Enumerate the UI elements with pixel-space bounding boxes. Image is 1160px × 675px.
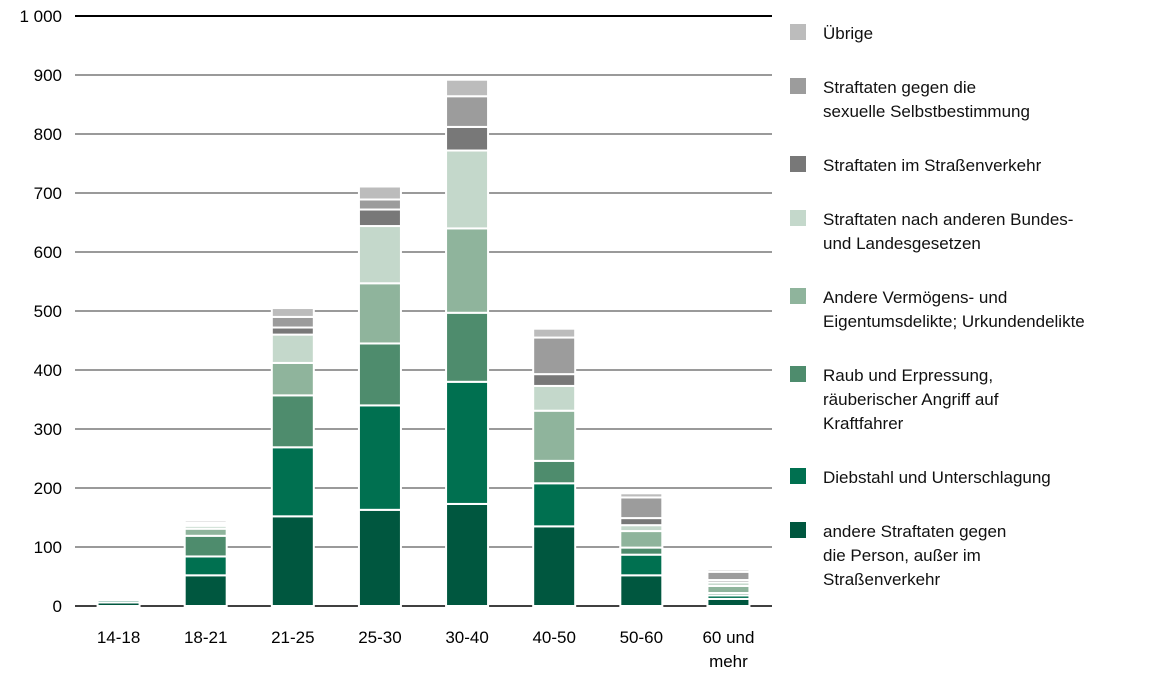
legend-label: Übrige [823,24,873,43]
legend-swatch [790,156,806,172]
bar-segment [532,482,577,528]
x-tick-label: 14-18 [97,628,140,647]
bar-segment [532,525,577,607]
x-tick-label: 60 und mehr [702,628,754,671]
legend-label: Raub und Erpressung, räuberischer Angriff… [823,366,999,433]
bar-segment [445,95,490,128]
bar-segment [183,555,228,577]
bar-segment [357,404,402,511]
y-axis: 0 100 200 300 400 500 600 700 800 900 1 000 [19,7,62,616]
bar-segment [357,508,402,607]
bar-segment [270,307,315,318]
bar-segment [270,333,315,364]
y-tick-label: 400 [34,361,62,380]
legend-label: Andere Vermögens- und Eigentumsdelikte; U… [823,288,1085,331]
y-tick-label: 1 000 [19,7,62,26]
legend-label: Straftaten im Straßenverkehr [823,156,1042,175]
bar-segment [706,570,751,582]
legend-swatch [790,288,806,304]
bar-segment [706,584,751,595]
gridlines [75,15,772,607]
legend-swatch [790,78,806,94]
y-tick-label: 600 [34,243,62,262]
bar-segment [183,534,228,558]
bar-segment [270,361,315,397]
bar-segment [96,593,141,597]
y-tick-label: 300 [34,420,62,439]
bar-segment [445,125,490,152]
bar-segment [445,502,490,607]
bar-segment [619,553,664,577]
x-tick-label: 25-30 [358,628,401,647]
bar-segment [619,517,664,527]
bar-segment [183,574,228,608]
y-tick-label: 100 [34,538,62,557]
bar-segment [619,546,664,556]
legend-label: Diebstahl und Unterschlagung [823,468,1051,487]
bar-segment [532,373,577,387]
x-tick-label: 18-21 [184,628,227,647]
bar-segment [357,198,402,211]
legend-swatch [790,210,806,226]
x-tick-label: 50-60 [620,628,663,647]
bar-segment [270,326,315,336]
bar-segment [270,315,315,329]
bar-segment [445,227,490,314]
bar-segment [532,327,577,339]
y-tick-label: 200 [34,479,62,498]
bar-segment [270,394,315,449]
bar-segment [532,384,577,412]
bars [96,78,751,608]
legend-swatch [790,366,806,382]
bar-segment [357,185,402,201]
bar-segment [183,519,228,524]
bar-segment [270,446,315,518]
bar-segment [445,78,490,98]
bar-segment [445,149,490,230]
bar-segment [532,409,577,462]
bar-segment [357,208,402,228]
bar-segment [619,496,664,520]
bar-segment [270,515,315,608]
legend-swatch [790,24,806,40]
y-tick-label: 500 [34,302,62,321]
y-tick-label: 900 [34,66,62,85]
bar-segment [445,311,490,383]
bar-segment [357,342,402,407]
legend-swatch [790,522,806,538]
legend-label: andere Straftaten gegen die Person, außer… [823,522,1006,589]
x-tick-label: 40-50 [532,628,575,647]
y-tick-label: 700 [34,184,62,203]
bar-segment [183,527,228,537]
bar-segment [619,574,664,608]
x-axis: 14-18 18-21 21-25 25-30 30-40 40-50 50-60 60 un… [97,628,755,671]
bar-segment [357,225,402,285]
bar-segment [532,459,577,485]
legend-swatch [790,468,806,484]
bar-segment [619,492,664,499]
bar-segment [532,336,577,376]
bar-segment [619,530,664,549]
x-tick-label: 30-40 [445,628,488,647]
bar-segment [357,282,402,345]
x-tick-label: 21-25 [271,628,314,647]
legend-label: Straftaten gegen die sexuelle Selbstbesti… [823,78,1030,121]
legend: Übrige Straftaten gegen die sexuelle Selbs… [790,24,1085,589]
bar-segment [706,597,751,607]
legend-label: Straftaten nach anderen Bundes-und Lande… [823,210,1073,253]
y-tick-label: 0 [53,597,62,616]
bar-segment [445,380,490,505]
bar-segment [706,568,751,573]
y-tick-label: 800 [34,125,62,144]
